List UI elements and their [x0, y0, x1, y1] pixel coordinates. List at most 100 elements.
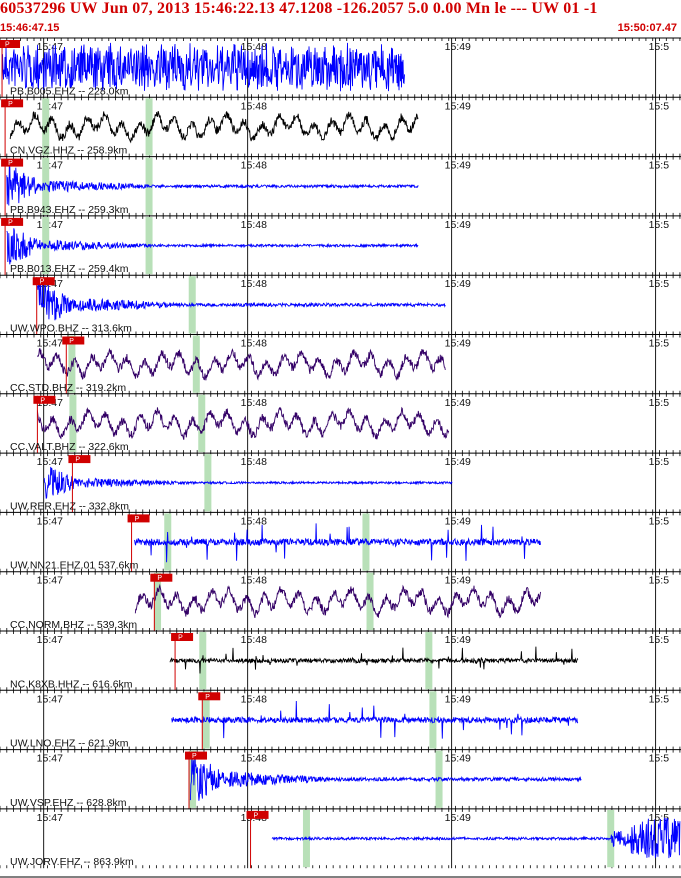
trace-label: PB.B943.EHZ -- 259.3km	[10, 204, 129, 216]
pick-marker	[0, 40, 21, 48]
minute-label: 15:48	[241, 278, 267, 290]
minute-label: 15:5	[649, 456, 670, 468]
minute-label: 15:48	[241, 41, 267, 53]
pick-label: P	[69, 338, 74, 345]
waveform	[271, 817, 681, 859]
header: 60537296 UW Jun 07, 2013 15:46:22.13 47.…	[0, 0, 681, 38]
waveform	[43, 466, 453, 499]
minute-label: 15:49	[445, 634, 471, 646]
minute-label: 15:49	[445, 160, 471, 172]
minute-label: 15:47	[37, 812, 63, 824]
pick-marker	[198, 692, 221, 701]
minute-label: 15:49	[445, 100, 471, 112]
minute-label: 15:49	[445, 693, 471, 705]
pick-label: P	[8, 160, 13, 167]
minute-label: 15:47	[37, 338, 63, 350]
minute-label: 15:49	[445, 575, 471, 587]
waveform	[36, 280, 446, 321]
trace-panel: 15:47 15:48 15:49 15:5 P UW.NN21.EHZ.01 537.6…	[0, 511, 681, 572]
trace-label: UW.JORV.EHZ -- 863.9km	[10, 856, 134, 868]
minute-label: 15:5	[649, 100, 670, 112]
minute-label: 15:47	[37, 515, 63, 527]
minute-label: 15:47	[37, 100, 63, 112]
trace-label: UW.WPO.BHZ -- 313.6km	[10, 323, 132, 335]
minute-label: 15:47	[37, 575, 63, 587]
minute-label: 15:47	[37, 753, 63, 765]
gap-band	[42, 157, 50, 215]
pick-marker	[127, 514, 150, 523]
minute-label: 15:48	[241, 397, 267, 409]
trace-label: NC.K8XB.HHZ -- 616.6km	[10, 678, 133, 690]
minute-label: 15:5	[649, 397, 670, 409]
pick-marker	[62, 336, 85, 345]
end-time: 15:50:07.47	[617, 22, 677, 34]
pick-label: P	[157, 575, 162, 582]
minute-label: 15:5	[649, 753, 670, 765]
trace-label: CC.NORM.BHZ -- 539.3km	[10, 619, 137, 631]
minute-label: 15:5	[649, 338, 670, 350]
gap-band	[198, 394, 206, 453]
waveform	[1, 42, 405, 92]
gap-band	[189, 750, 197, 808]
waveform	[6, 228, 419, 265]
minute-label: 15:5	[649, 575, 670, 587]
waveform	[9, 110, 419, 144]
gap-band	[429, 691, 437, 749]
minute-label: 15:47	[37, 41, 63, 53]
minute-label: 15:5	[649, 219, 670, 231]
minute-label: 15:48	[241, 515, 267, 527]
start-time: 15:46:47.15	[0, 22, 60, 34]
pick-label: P	[8, 219, 13, 226]
trace-label: PB.B013.EHZ -- 259.4km	[10, 263, 129, 275]
minute-label: 15:48	[241, 219, 267, 231]
minute-label: 15:47	[37, 219, 63, 231]
gap-band	[154, 572, 162, 630]
minute-label: 15:49	[445, 338, 471, 350]
trace-panel: 15:47 15:48 15:49 15:5 P UW.RER.EHZ -- 332.8k…	[0, 452, 681, 513]
waveform	[6, 164, 419, 206]
event-title: 60537296 UW Jun 07, 2013 15:46:22.13 47.…	[0, 0, 598, 17]
minute-label: 15:48	[241, 575, 267, 587]
minute-label: 15:48	[241, 753, 267, 765]
trace-panel: 15:47 15:48 15:49 15:5 P PB.B005.EHZ -- 228.0…	[0, 37, 681, 98]
pick-label: P	[135, 516, 140, 523]
minute-label: 15:5	[649, 41, 670, 53]
minute-label: 15:5	[649, 693, 670, 705]
minute-label: 15:49	[445, 41, 471, 53]
pick-label: P	[205, 694, 210, 701]
waveform	[169, 646, 579, 674]
pick-marker	[246, 810, 269, 819]
trace-label: PB.B005.EHZ -- 228.0km	[10, 85, 129, 97]
minute-label: 15:49	[445, 278, 471, 290]
gap-band	[199, 632, 207, 690]
pick-marker	[150, 573, 173, 582]
pick-marker	[1, 158, 24, 167]
pick-marker	[1, 217, 24, 226]
trace-panel: 15:47 15:48 15:49 15:5 P CC.STD.BHZ -- 319.2k…	[0, 334, 681, 394]
minute-label: 15:49	[445, 515, 471, 527]
minute-label: 15:47	[37, 456, 63, 468]
waveform	[37, 347, 446, 381]
minute-label: 15:49	[445, 812, 471, 824]
trace-label: UW.LNO.EHZ -- 621.9km	[10, 738, 129, 750]
pick-marker	[1, 99, 24, 108]
minute-label: 15:47	[37, 634, 63, 646]
gap-band	[425, 632, 433, 690]
trace-panel: 15:47 15:48 15:49 15:5 P PB.B943.EHZ -- 259.3…	[0, 156, 681, 216]
pick-label: P	[192, 753, 197, 760]
pick-label: P	[254, 812, 259, 819]
trace-label: UW.RER.EHZ -- 332.8km	[10, 500, 129, 512]
gap-band	[192, 335, 200, 393]
minute-label: 15:47	[37, 693, 63, 705]
trace-panel: 15:47 15:48 15:49 15:5 P PB.B013.EHZ -- 259.4…	[0, 215, 681, 276]
waveform	[134, 523, 541, 563]
minute-label: 15:49	[445, 456, 471, 468]
trace-panel: 15:47 15:48 15:49 15:5 P CN.VGZ.HHZ -- 258.9k…	[0, 96, 681, 157]
minute-label: 15:49	[445, 753, 471, 765]
minute-label: 15:48	[241, 693, 267, 705]
trace-label: UW.VSP.EHZ -- 628.8km	[10, 797, 127, 809]
minute-label: 15:49	[445, 219, 471, 231]
